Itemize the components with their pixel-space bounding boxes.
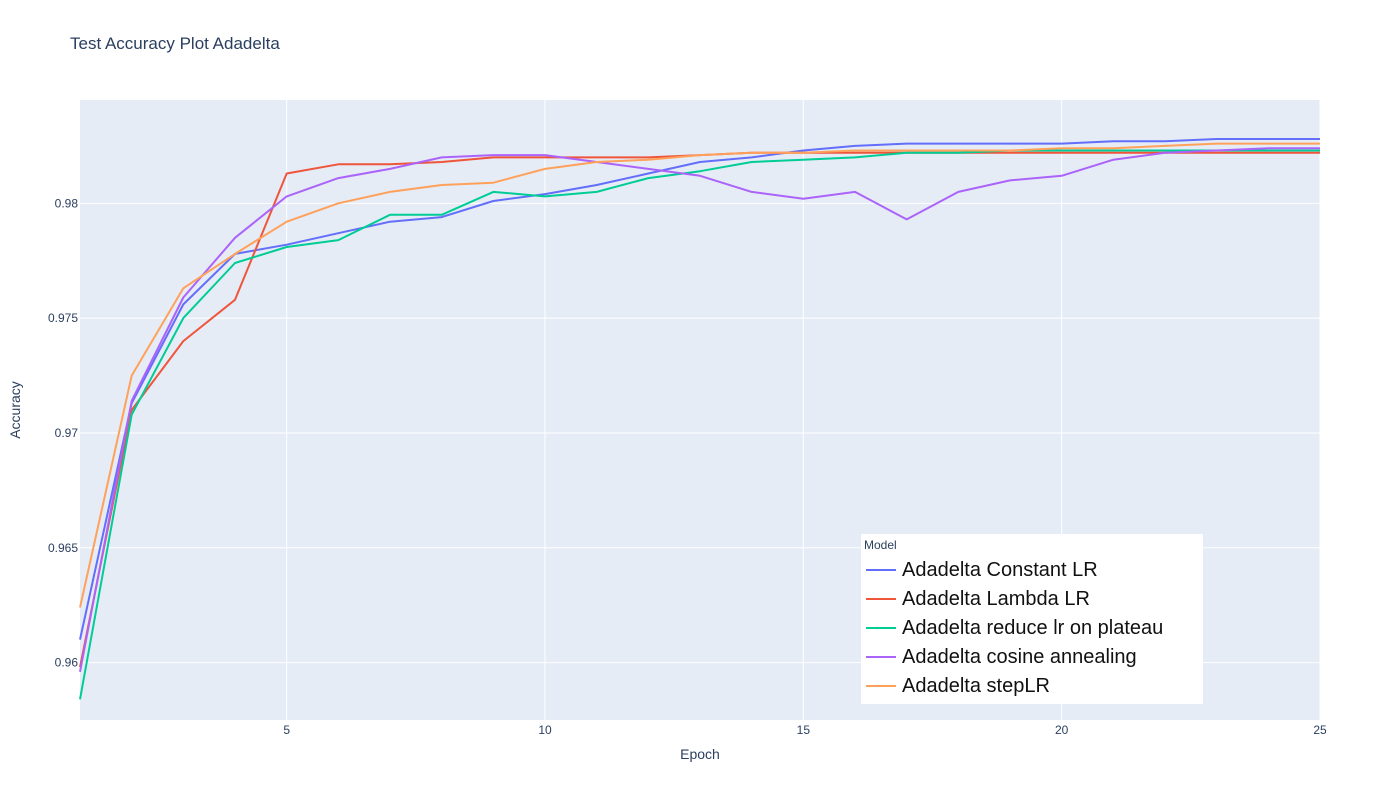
legend-item-cosine-annealing[interactable]: Adadelta cosine annealing (866, 643, 1137, 671)
legend-label: Adadelta stepLR (902, 674, 1050, 697)
tick-labels: 5 10 15 20 25 0.96 0.965 0.97 0.975 0.98 (48, 196, 1327, 737)
legend-swatch (866, 627, 896, 629)
x-tick-label: 10 (538, 723, 552, 737)
x-axis-label: Epoch (680, 746, 720, 762)
series-line-adadelta-constant-lr (79, 138, 1320, 640)
x-tick-label: 15 (797, 723, 811, 737)
legend-label: Adadelta Lambda LR (902, 587, 1090, 610)
series-line-adadelta-steplr (79, 142, 1320, 608)
legend: Model Adadelta Constant LR Adadelta Lamb… (861, 534, 1203, 704)
y-tick-label: 0.96 (55, 656, 79, 670)
series-line-adadelta-reduce-lr-on-plateau (79, 149, 1320, 700)
series-lines (79, 138, 1320, 700)
y-axis-label: Accuracy (7, 381, 23, 439)
legend-label: Adadelta cosine annealing (902, 645, 1137, 668)
chart-title: Test Accuracy Plot Adadelta (70, 34, 280, 53)
legend-item-constant-lr[interactable]: Adadelta Constant LR (866, 556, 1098, 584)
x-tick-label: 25 (1313, 723, 1327, 737)
y-tick-label: 0.975 (48, 311, 78, 325)
legend-swatch (866, 685, 896, 687)
y-tick-label: 0.98 (55, 196, 79, 210)
legend-title: Model (864, 538, 897, 552)
legend-swatch (866, 656, 896, 658)
y-tick-label: 0.97 (55, 426, 79, 440)
legend-item-lambda-lr[interactable]: Adadelta Lambda LR (866, 585, 1090, 613)
x-tick-label: 5 (283, 723, 290, 737)
x-tick-label: 20 (1055, 723, 1069, 737)
legend-item-steplr[interactable]: Adadelta stepLR (866, 672, 1050, 700)
series-line-adadelta-cosine-annealing (79, 147, 1320, 672)
legend-label: Adadelta reduce lr on plateau (902, 616, 1164, 639)
legend-swatch (866, 598, 896, 600)
legend-swatch (866, 569, 896, 571)
y-tick-label: 0.965 (48, 541, 78, 555)
legend-label: Adadelta Constant LR (902, 558, 1098, 581)
legend-item-reduce-lr-on-plateau[interactable]: Adadelta reduce lr on plateau (866, 614, 1163, 642)
